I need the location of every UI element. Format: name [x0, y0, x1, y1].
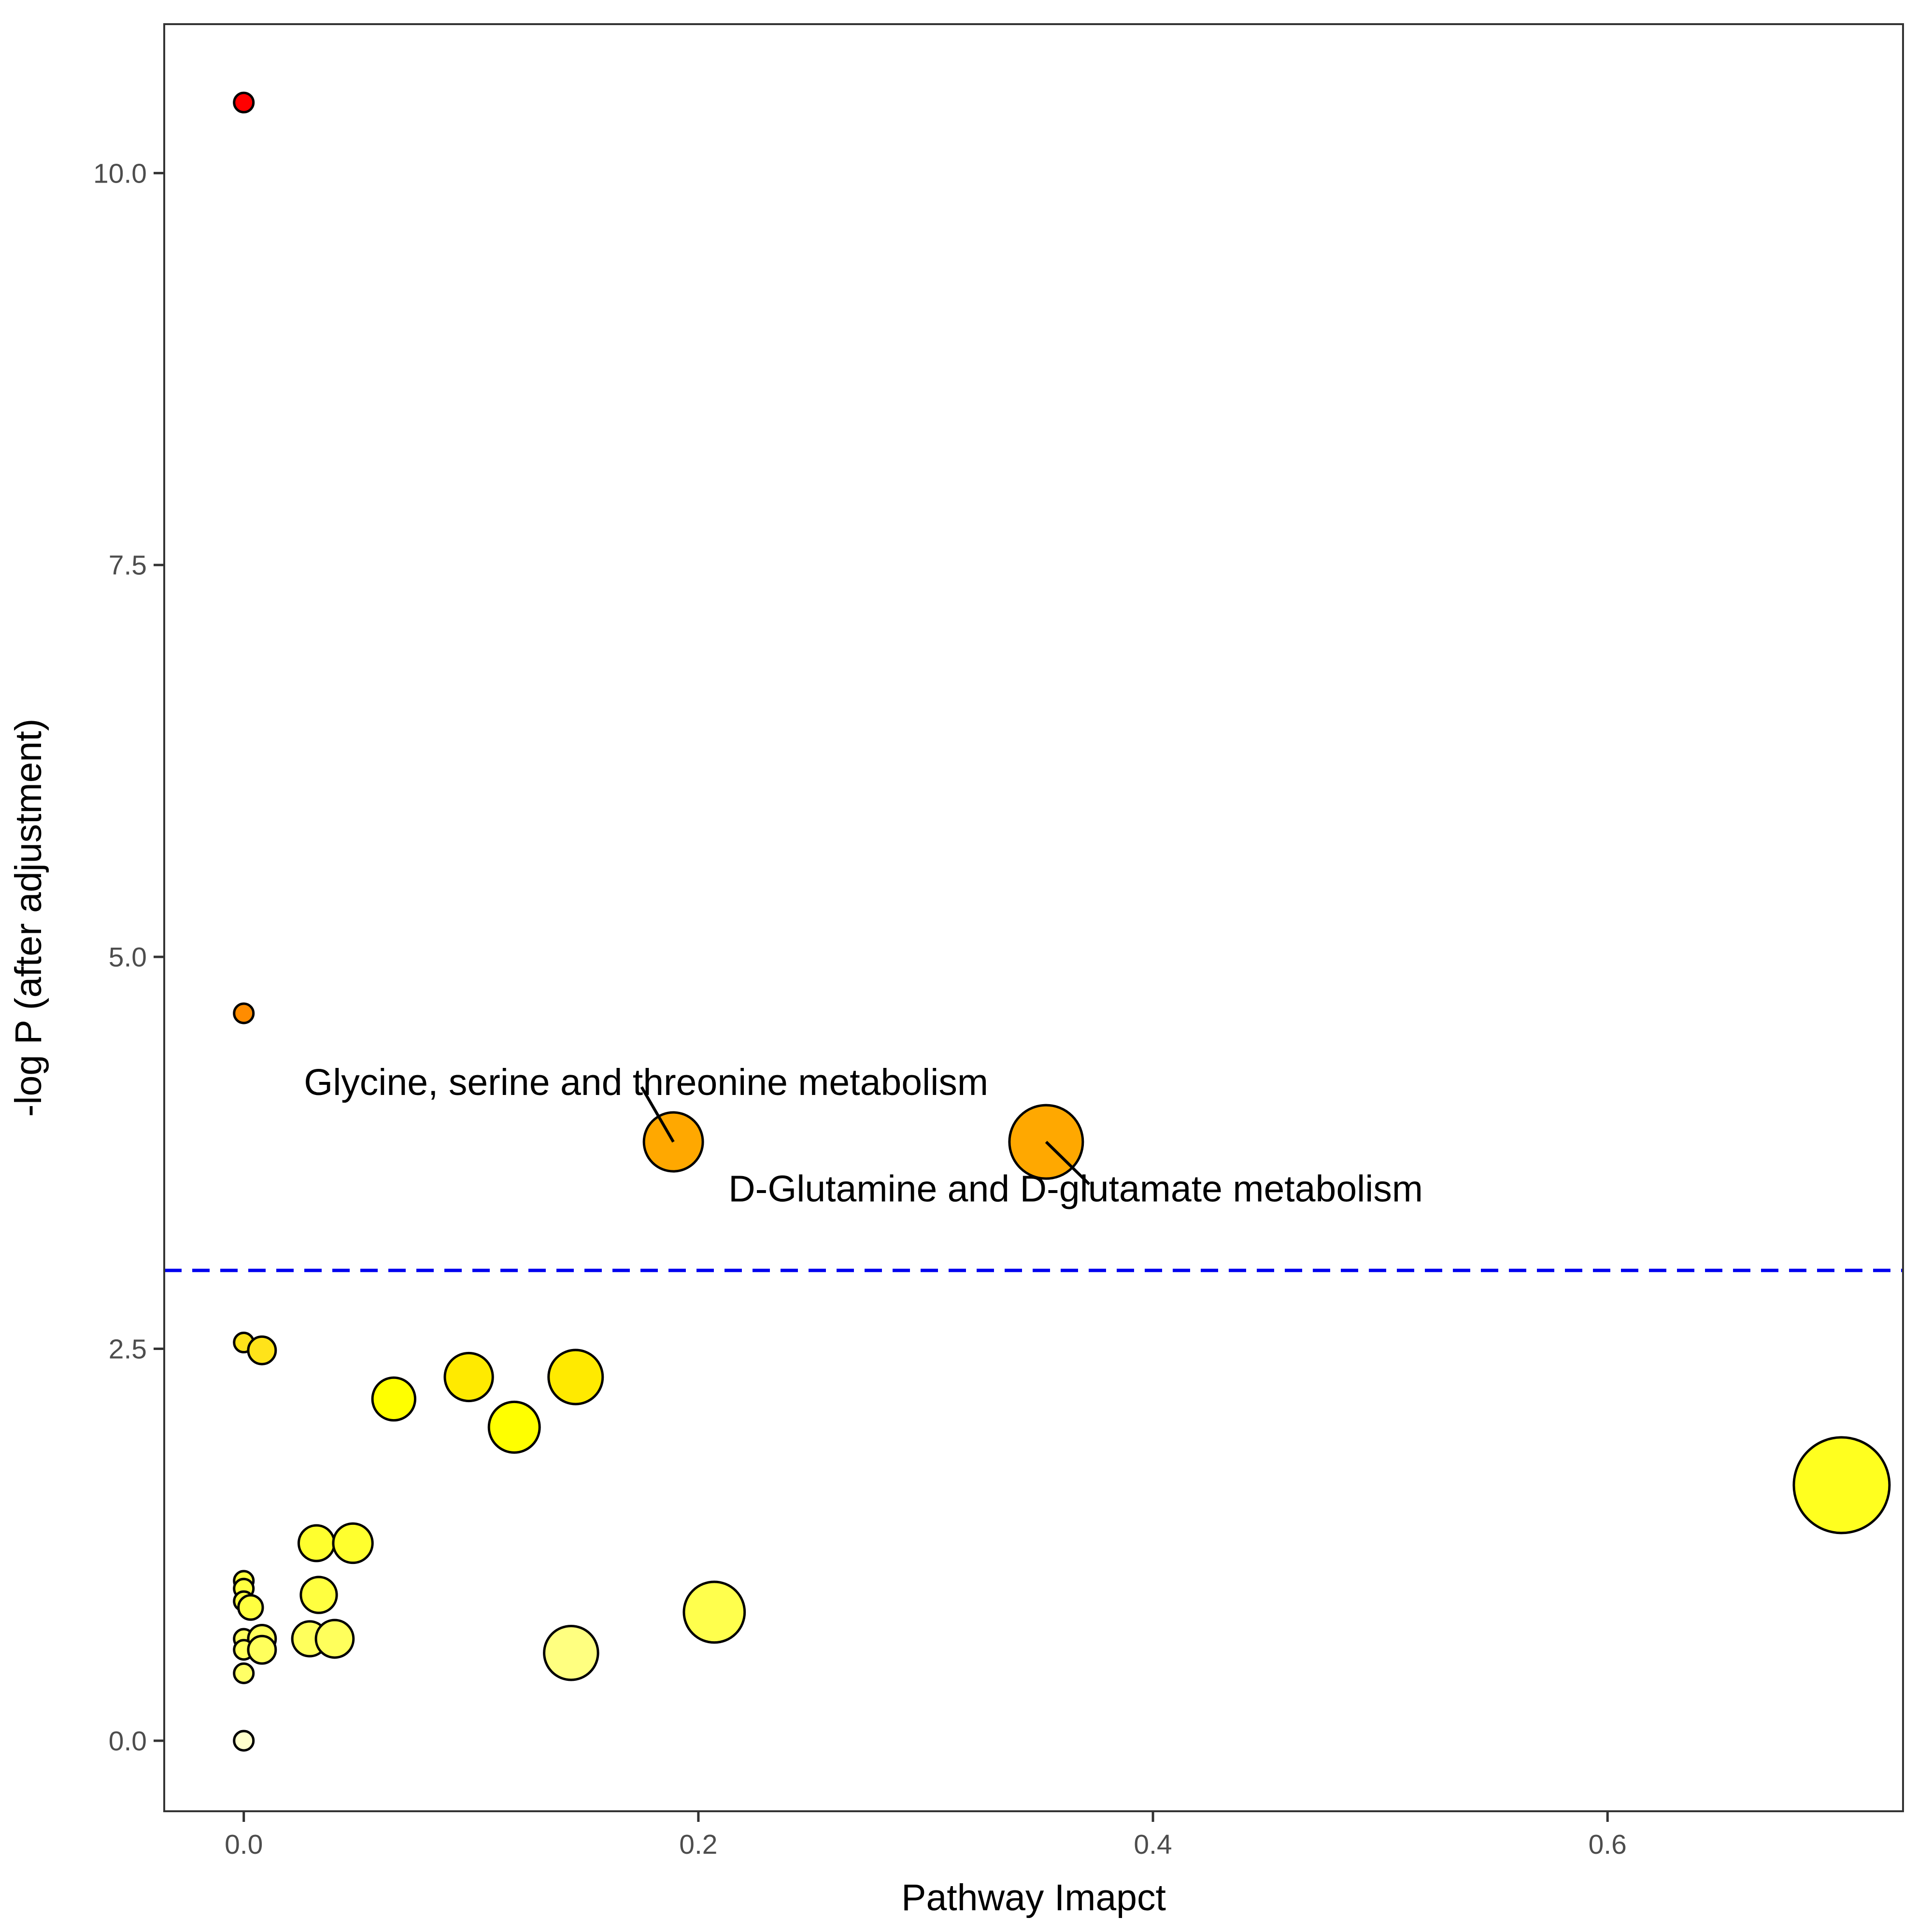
y-axis-ticks: 0.0 2.5 5.0 7.5 10.0: [93, 158, 164, 1757]
x-tick-label: 0.2: [679, 1829, 717, 1860]
scatter-point: [332, 1522, 374, 1564]
x-tick-label: 0.0: [225, 1829, 263, 1860]
y-tick-label: 0.0: [109, 1726, 147, 1757]
scatter-point: [247, 1335, 277, 1365]
scatter-point: [371, 1376, 417, 1422]
y-tick-label: 2.5: [109, 1334, 147, 1365]
annotation-leader-line: [1045, 1140, 1091, 1185]
scatter-point: [543, 1624, 599, 1681]
scatter-point: [233, 91, 255, 114]
scatter-point: [1792, 1436, 1891, 1534]
scatter-point: [247, 1634, 277, 1665]
scatter-point: [547, 1349, 604, 1406]
y-tick-label: 7.5: [109, 550, 147, 581]
scatter-point: [314, 1619, 355, 1659]
scatter-point: [443, 1351, 494, 1403]
y-tick-label: 5.0: [109, 942, 147, 973]
scatter-point: [299, 1576, 338, 1614]
scatter-point: [297, 1524, 336, 1563]
x-axis-ticks: 0.0 0.2 0.4 0.6: [225, 1811, 1627, 1860]
x-tick-label: 0.4: [1134, 1829, 1172, 1860]
x-tick-label: 0.6: [1589, 1829, 1627, 1860]
annotation-label: Glycine, serine and threonine metabolism: [304, 1062, 988, 1103]
scatter-point: [233, 1002, 255, 1024]
plot-panel-border: [163, 23, 1904, 1812]
scatter-point: [487, 1400, 541, 1454]
point-annotations: Glycine, serine and threonine metabolism…: [304, 1062, 1423, 1210]
annotation-label: D-Glutamine and D-glutamate metabolism: [728, 1168, 1423, 1209]
scatter-point: [682, 1580, 746, 1644]
x-axis-title: Pathway Imapct: [901, 1877, 1166, 1918]
scatter-point: [233, 1662, 255, 1684]
y-axis-title: -log P (after adjustment): [8, 719, 49, 1117]
annotation-leader-line: [640, 1086, 675, 1143]
y-tick-label: 10.0: [93, 158, 147, 189]
scatter-point: [233, 1730, 255, 1752]
scatter-point: [237, 1594, 264, 1621]
